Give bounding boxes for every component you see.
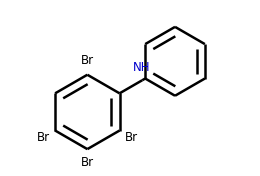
Text: Br: Br: [125, 131, 138, 144]
Text: Br: Br: [37, 131, 50, 144]
Text: Br: Br: [81, 156, 94, 169]
Text: NH: NH: [133, 61, 150, 74]
Text: Br: Br: [81, 54, 94, 67]
